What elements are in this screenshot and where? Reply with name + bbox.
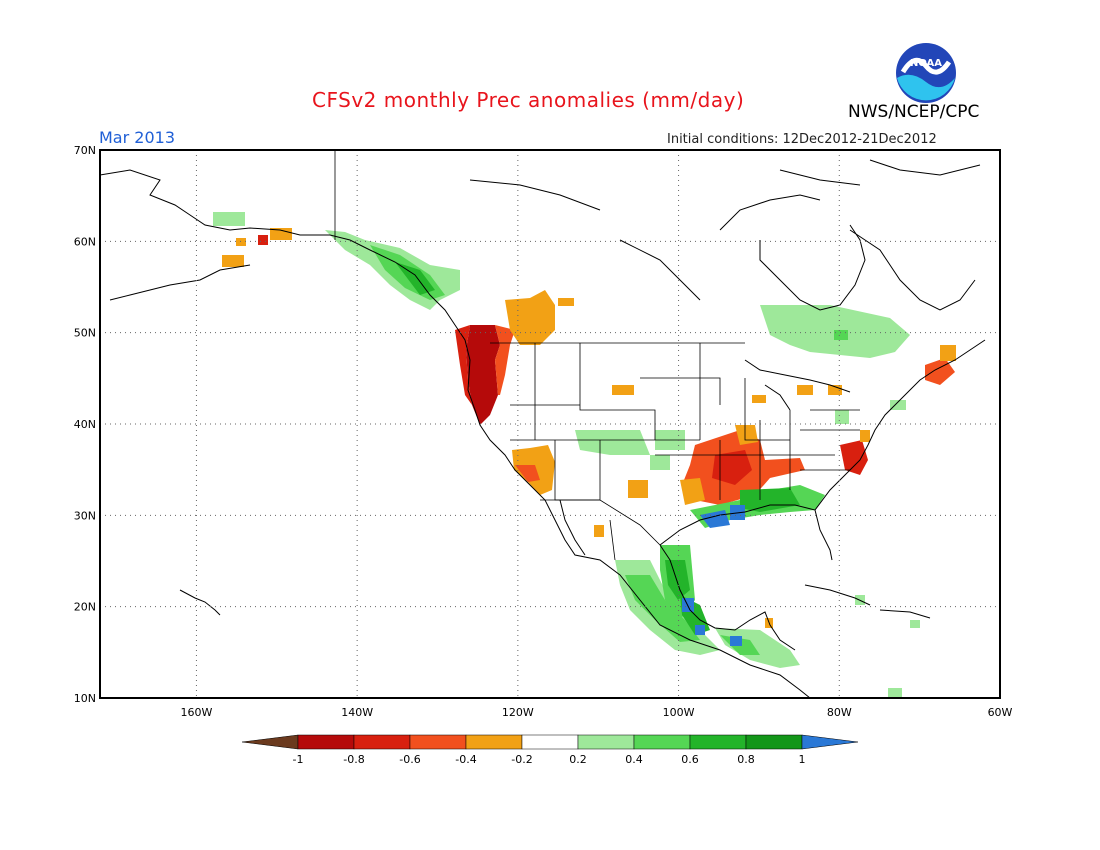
- lon-tick-label: 60W: [988, 706, 1013, 719]
- colorbar-swatch: [521, 734, 579, 750]
- lon-labels: 160W 140W 120W 100W 80W 60W: [180, 706, 1012, 719]
- grid: [100, 150, 1000, 698]
- lat-tick-label: 50N: [74, 327, 96, 340]
- colorbar-label: 1: [799, 753, 806, 766]
- forecast-month: Mar 2013: [99, 128, 175, 147]
- colorbar-label: 0.2: [569, 753, 587, 766]
- agency-label: NWS/NCEP/CPC: [848, 102, 980, 122]
- lon-tick-label: 140W: [341, 706, 373, 719]
- lat-tick-label: 60N: [74, 235, 96, 248]
- noaa-logo-text: NOAA: [910, 58, 942, 69]
- lon-tick-label: 100W: [663, 706, 695, 719]
- colorbar-label: -0.8: [343, 753, 364, 766]
- lon-tick-label: 120W: [502, 706, 534, 719]
- colorbar-label: -1: [293, 753, 304, 766]
- boundaries: [490, 342, 860, 561]
- lat-labels: 70N 60N 50N 40N 30N 20N 10N: [74, 144, 96, 705]
- colorbar-left-arrow: [241, 734, 299, 750]
- noaa-logo-icon: NOAA: [896, 43, 956, 103]
- colorbar: -1 -0.8 -0.6 -0.4 -0.2 0.2 0.4 0.6 0.8 1: [241, 734, 859, 766]
- colorbar-label: -0.2: [511, 753, 532, 766]
- lat-tick-label: 70N: [74, 144, 96, 157]
- colorbar-swatch: [689, 734, 747, 750]
- colorbar-label: 0.8: [737, 753, 755, 766]
- colorbar-label: -0.6: [399, 753, 420, 766]
- lat-tick-label: 30N: [74, 509, 96, 522]
- colorbar-swatch: [633, 734, 691, 750]
- lon-tick-label: 160W: [180, 706, 212, 719]
- coastlines: [99, 159, 986, 699]
- colorbar-swatch: [465, 734, 523, 750]
- lon-tick-label: 80W: [827, 706, 852, 719]
- lat-tick-label: 10N: [74, 692, 96, 705]
- colorbar-label: 0.6: [681, 753, 699, 766]
- map-title: CFSv2 monthly Prec anomalies (mm/day): [312, 88, 745, 112]
- colorbar-right-arrow: [801, 734, 859, 750]
- colorbar-swatch: [577, 734, 635, 750]
- lat-tick-label: 20N: [74, 601, 96, 614]
- anomaly-shading: [213, 212, 956, 698]
- lat-tick-label: 40N: [74, 418, 96, 431]
- colorbar-label: 0.4: [625, 753, 643, 766]
- initial-conditions: Initial conditions: 12Dec2012-21Dec2012: [667, 132, 937, 147]
- map-frame: [99, 149, 1001, 699]
- colorbar-swatch: [297, 734, 355, 750]
- colorbar-label: -0.4: [455, 753, 476, 766]
- colorbar-swatch: [409, 734, 467, 750]
- colorbar-swatch: [353, 734, 411, 750]
- colorbar-swatch: [745, 734, 803, 750]
